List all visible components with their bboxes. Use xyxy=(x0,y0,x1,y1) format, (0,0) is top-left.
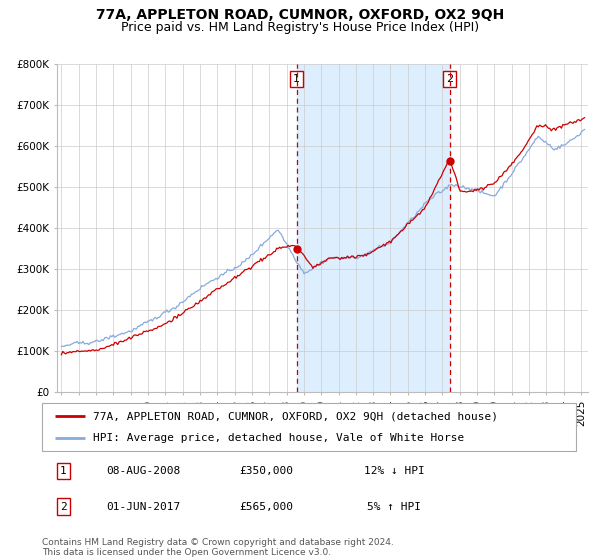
Text: 77A, APPLETON ROAD, CUMNOR, OXFORD, OX2 9QH (detached house): 77A, APPLETON ROAD, CUMNOR, OXFORD, OX2 … xyxy=(93,411,498,421)
Text: Price paid vs. HM Land Registry's House Price Index (HPI): Price paid vs. HM Land Registry's House … xyxy=(121,21,479,34)
Text: £565,000: £565,000 xyxy=(239,502,293,512)
Text: 08-AUG-2008: 08-AUG-2008 xyxy=(106,466,181,476)
Text: 12% ↓ HPI: 12% ↓ HPI xyxy=(364,466,425,476)
Text: Contains HM Land Registry data © Crown copyright and database right 2024.
This d: Contains HM Land Registry data © Crown c… xyxy=(42,538,394,557)
Text: HPI: Average price, detached house, Vale of White Horse: HPI: Average price, detached house, Vale… xyxy=(93,433,464,443)
Text: 1: 1 xyxy=(293,74,300,84)
Text: 77A, APPLETON ROAD, CUMNOR, OXFORD, OX2 9QH: 77A, APPLETON ROAD, CUMNOR, OXFORD, OX2 … xyxy=(96,8,504,22)
Bar xyxy=(296,64,450,392)
Text: £350,000: £350,000 xyxy=(239,466,293,476)
FancyBboxPatch shape xyxy=(42,403,576,451)
Text: 5% ↑ HPI: 5% ↑ HPI xyxy=(367,502,421,512)
Text: 1: 1 xyxy=(60,466,67,476)
Text: 2: 2 xyxy=(60,502,67,512)
Text: 01-JUN-2017: 01-JUN-2017 xyxy=(106,502,181,512)
Text: 2: 2 xyxy=(446,74,454,84)
